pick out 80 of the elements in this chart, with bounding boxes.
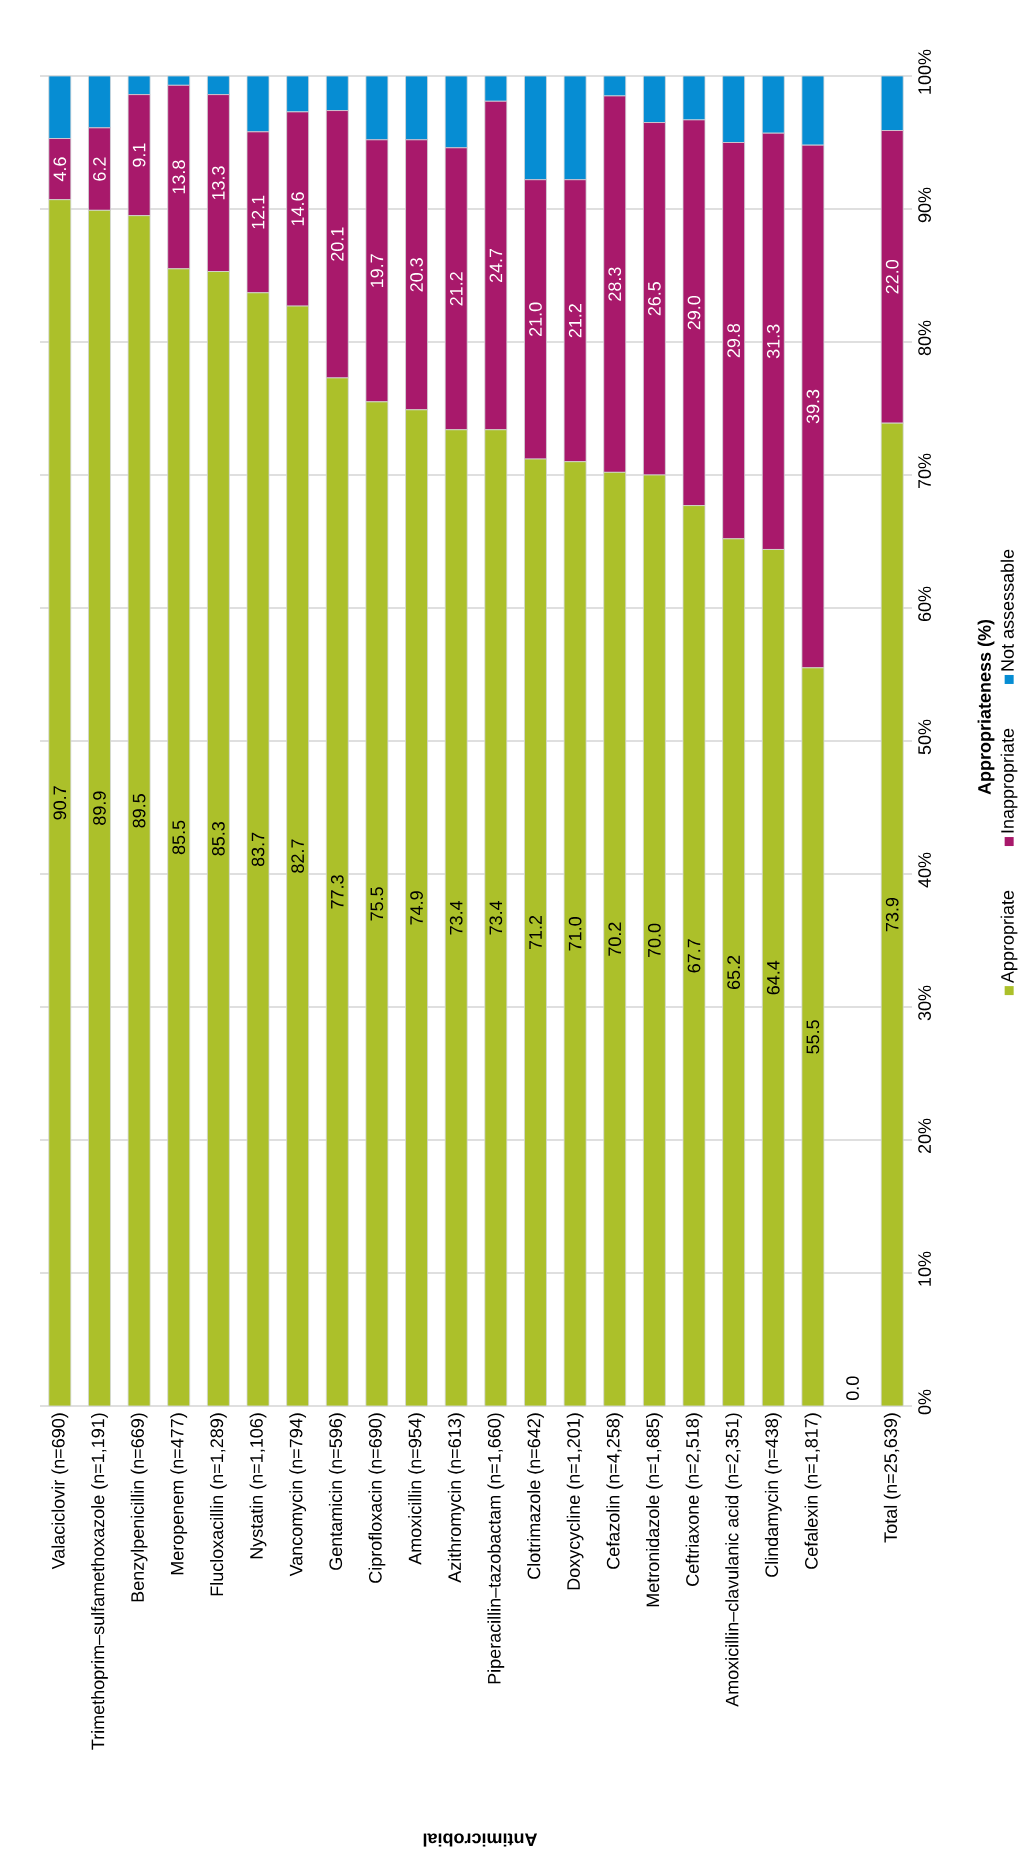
data-label: 85.3 — [212, 822, 225, 856]
data-label: 29.0 — [687, 295, 701, 330]
y-tick-label: 100% — [918, 49, 931, 94]
y-tick-label: 0% — [918, 1389, 931, 1415]
x-tick-label: Cefazolin (n=4,258) — [606, 1413, 624, 1569]
data-label: 28.3 — [608, 267, 622, 301]
x-tick-label: Azithromycin (n=613) — [447, 1413, 465, 1583]
data-label: 73.4 — [489, 900, 503, 935]
x-tick-label: Amoxicillin–clavulanic acid (n=2,351) — [725, 1413, 743, 1707]
x-tick-label: Flucloxacillin (n=1,289) — [209, 1413, 227, 1596]
data-label: 24.7 — [489, 248, 503, 283]
x-tick-label: Gentamicin (n=596) — [328, 1413, 346, 1570]
data-label: 26.5 — [648, 282, 661, 316]
text: Appropriate — [1000, 890, 1018, 984]
data-label: 70.0 — [648, 923, 661, 958]
data-label: 20.3 — [410, 258, 423, 292]
data-label: 89.5 — [132, 794, 146, 828]
data-label: 75.5 — [370, 887, 384, 921]
data-label: 13.3 — [212, 166, 225, 200]
y-tick-label: 70% — [918, 453, 931, 489]
x-tick-label: Piperacillin–tazobactam (n=1,660) — [487, 1413, 505, 1684]
data-label: 82.7 — [291, 839, 305, 873]
data-label: 74.9 — [410, 891, 423, 925]
x-tick-label: Meropenem (n=477) — [170, 1413, 188, 1575]
x-tick-label: Doxycycline (n=1,201) — [566, 1413, 584, 1590]
data-label: 20.1 — [330, 227, 344, 261]
data-label: 29.8 — [727, 323, 741, 358]
data-label: 71.2 — [529, 915, 542, 950]
data-label: 71.0 — [568, 917, 582, 951]
x-tick-label: Total (n=25,639) — [883, 1413, 901, 1543]
data-label: 83.7 — [251, 832, 265, 867]
data-label: 21.0 — [529, 302, 542, 336]
y-axis-title: Appropriateness (%) — [977, 619, 995, 795]
y-tick-label: 10% — [918, 1251, 931, 1286]
data-label: 70.2 — [608, 922, 622, 956]
y-tick-label: 60% — [918, 586, 931, 622]
data-label: 12.1 — [251, 195, 265, 229]
data-label: 0.0 — [846, 1376, 859, 1401]
data-label: 6.2 — [93, 157, 106, 181]
data-label: 65.2 — [727, 955, 741, 990]
data-label: 22.0 — [885, 260, 899, 294]
data-label: 21.2 — [568, 304, 582, 338]
y-tick-label: 50% — [918, 719, 931, 755]
data-label: 90.7 — [53, 786, 67, 820]
x-tick-label: Ciprofloxacin (n=690) — [368, 1413, 386, 1583]
data-label: 31.3 — [766, 324, 780, 359]
text: Not assessable — [1000, 549, 1014, 671]
data-label: 55.5 — [806, 1020, 820, 1054]
x-axis-title: Antimicrobial — [423, 1833, 538, 1847]
data-label: 64.4 — [766, 960, 780, 995]
x-tick-label: Nystatin (n=1,106) — [249, 1413, 267, 1559]
x-tick-label: Amoxicillin (n=954) — [408, 1413, 425, 1565]
data-label: 19.7 — [370, 254, 384, 287]
data-label: 14.6 — [291, 192, 305, 226]
y-tick-label: 80% — [918, 320, 931, 356]
x-tick-label: Clotrimazole (n=642) — [527, 1413, 544, 1579]
x-tick-label: Metronidazole (n=1,685) — [645, 1413, 663, 1607]
x-tick-label: Cefalexin (n=1,817) — [804, 1413, 822, 1569]
data-label: 13.8 — [172, 160, 186, 194]
data-label: 77.3 — [330, 875, 344, 909]
data-label: 21.2 — [449, 272, 463, 306]
x-tick-label: Valaciclovir (n=690) — [51, 1413, 69, 1570]
data-label: 85.5 — [172, 820, 186, 855]
y-tick-label: 90% — [918, 187, 931, 223]
x-tick-label: Vancomycin (n=794) — [289, 1413, 307, 1577]
data-label: 73.4 — [449, 900, 463, 935]
x-tick-label: Trimethoprim–sulfamethoxazole (n=1,191) — [91, 1413, 108, 1750]
data-label: 4.6 — [53, 157, 67, 182]
data-label: 67.7 — [687, 939, 701, 973]
y-tick-label: 40% — [918, 852, 931, 888]
y-tick-label: 30% — [918, 985, 931, 1021]
data-label: 9.1 — [132, 143, 146, 167]
data-label: 89.9 — [93, 791, 106, 825]
y-tick-label: 20% — [918, 1118, 931, 1154]
x-tick-label: Benzylpenicillin (n=669) — [130, 1413, 148, 1602]
text: Inappropriate — [1000, 728, 1018, 833]
data-label: 73.9 — [885, 897, 899, 932]
data-label: 39.3 — [806, 389, 820, 424]
x-tick-label: Ceftriaxone (n=2,518) — [685, 1413, 703, 1586]
x-tick-label: Clindamycin (n=438) — [764, 1413, 782, 1577]
